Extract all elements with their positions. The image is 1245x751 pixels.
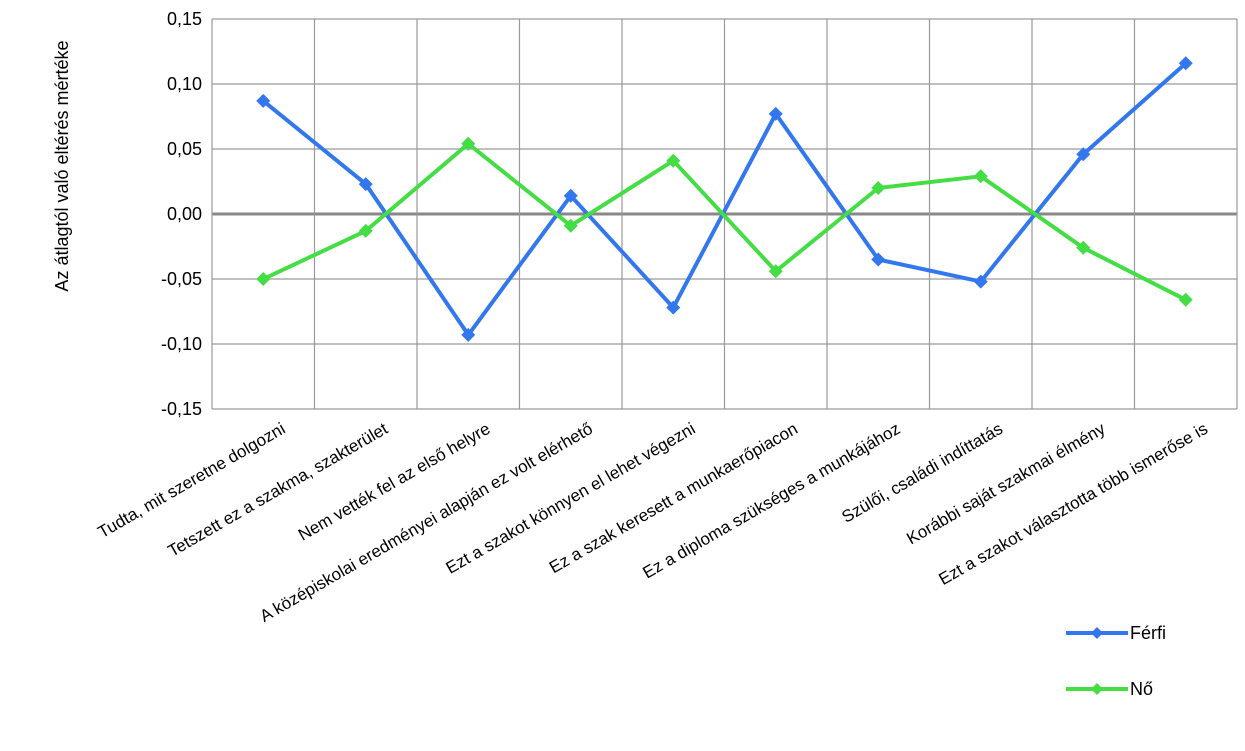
series-line-2 — [262, 141, 1187, 302]
y-tick-label: 0,00 — [167, 204, 202, 224]
x-tick-label: Korábbi saját szakmai élmény — [903, 419, 1109, 549]
data-point-marker — [358, 177, 373, 192]
data-point-marker — [666, 153, 681, 168]
y-axis-title: Az átlagtól való eltérés mértéke — [52, 40, 72, 291]
data-point-marker — [871, 252, 886, 267]
data-point-marker — [358, 223, 373, 238]
y-tick-label: -0,05 — [161, 269, 202, 289]
x-tick-label: Tudta, mit szeretne dolgozni — [95, 419, 289, 542]
data-point-marker — [256, 272, 271, 286]
y-axis-ticks: 0,15 0,10 0,05 0,00 -0,05 -0,10 -0,15 — [161, 9, 202, 419]
series-line-1 — [262, 61, 1188, 337]
legend-marker — [1091, 627, 1103, 639]
legend: Férfi Nő — [1066, 623, 1166, 699]
legend-marker — [1091, 683, 1103, 695]
data-point-marker — [461, 136, 476, 151]
legend-label: Nő — [1130, 679, 1153, 699]
data-point-marker — [768, 264, 783, 279]
legend-item: Férfi — [1066, 623, 1166, 643]
y-tick-label: -0,10 — [161, 334, 202, 354]
data-point-marker — [1076, 240, 1091, 255]
data-point-marker — [1178, 292, 1193, 307]
data-point-marker — [1178, 56, 1193, 71]
data-point-marker — [973, 169, 988, 184]
data-point-marker — [256, 93, 271, 108]
data-point-marker — [973, 274, 988, 289]
data-point-marker — [768, 106, 783, 121]
legend-item: Nő — [1066, 679, 1153, 699]
data-point-marker — [563, 188, 578, 203]
y-tick-label: 0,10 — [167, 74, 202, 94]
y-tick-label: -0,15 — [161, 399, 202, 419]
series-lines — [256, 56, 1193, 342]
legend-label: Férfi — [1130, 623, 1166, 643]
data-point-marker — [461, 327, 476, 342]
data-point-marker — [1076, 147, 1091, 162]
data-point-marker — [563, 218, 578, 233]
x-tick-label: Nem vették fel az első helyre — [295, 419, 494, 545]
y-tick-label: 0,15 — [167, 9, 202, 29]
data-point-marker — [666, 300, 681, 315]
data-point-marker — [871, 181, 886, 195]
x-tick-label: Szülői, családi indíttatás — [839, 419, 1006, 527]
y-tick-label: 0,05 — [167, 139, 202, 159]
